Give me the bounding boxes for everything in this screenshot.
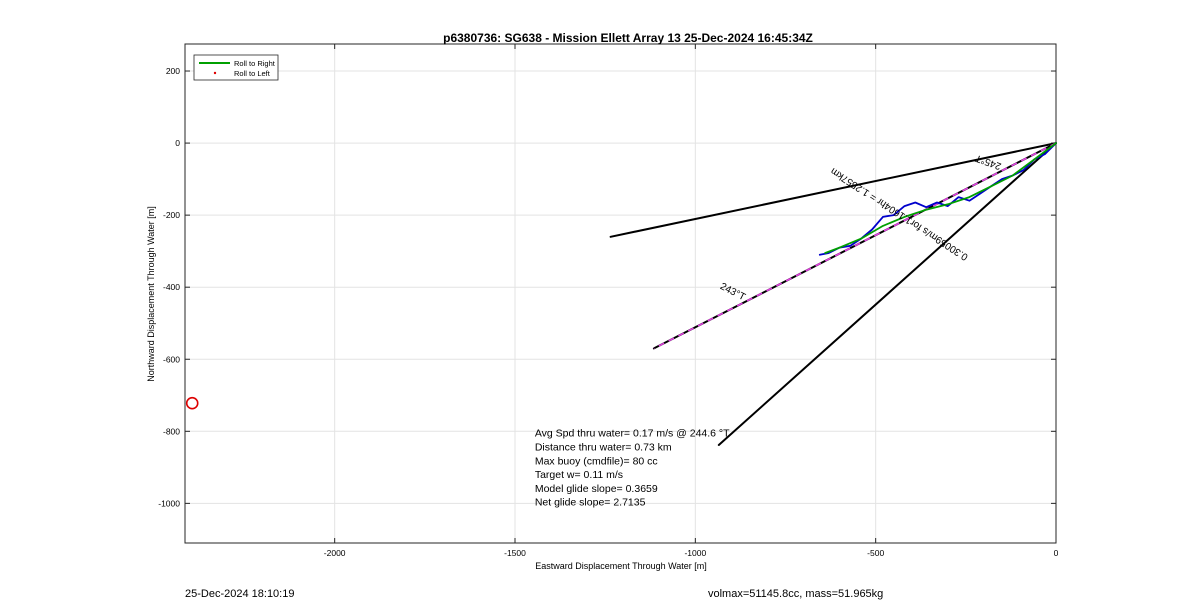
y-tick-label: 200	[166, 66, 180, 76]
y-tick-label: -1000	[158, 498, 180, 508]
legend-label-roll-left: Roll to Left	[234, 69, 271, 78]
summary-line: Avg Spd thru water= 0.17 m/s @ 244.6 °T	[535, 428, 730, 440]
legend-swatch-roll-left	[213, 71, 217, 75]
summary-line: Distance thru water= 0.73 km	[535, 442, 672, 454]
summary-line: Target w= 0.11 m/s	[535, 469, 623, 481]
x-tick-label: -1000	[684, 548, 706, 558]
series-line-heading_lower	[717, 142, 1057, 446]
chart-title: p6380736: SG638 - Mission Ellett Array 1…	[443, 31, 813, 45]
y-tick-label: -600	[163, 354, 180, 364]
y-tick-label: -800	[163, 426, 180, 436]
series-line-heading_243_dash	[653, 142, 1057, 350]
summary-layer: Avg Spd thru water= 0.17 m/s @ 244.6 °T D…	[535, 428, 730, 509]
summary-line: Max buoy (cmdfile)= 80 cc	[535, 455, 658, 467]
legend: Roll to Right Roll to Left	[193, 54, 279, 81]
series-layer	[185, 142, 1057, 446]
x-tick-label: -500	[867, 548, 884, 558]
series-line-track_green	[824, 142, 1057, 254]
position-marker	[185, 396, 199, 410]
annotation-layer: 243°T0.30059m/s for1.1604hr = 1.2557km24…	[718, 152, 1003, 303]
x-tick-label: 0	[1054, 548, 1059, 558]
tick-layer: -2000 -1500 -1000 -500 0 200 0 -200 -400 -600 -800…	[158, 44, 1059, 558]
summary-line: Model glide slope= 0.3659	[535, 483, 658, 495]
series-line-heading_upper	[609, 142, 1057, 238]
summary-line: Net glide slope= 2.7135	[535, 497, 646, 509]
x-axis-label: Eastward Displacement Through Water [m]	[535, 561, 707, 571]
y-tick-label: -400	[163, 282, 180, 292]
y-axis-label: Northward Displacement Through Water [m]	[146, 206, 156, 382]
annotation-label: 243°T	[718, 281, 747, 303]
y-tick-label: -200	[163, 210, 180, 220]
plot-area	[184, 43, 1057, 544]
y-tick-label: 0	[175, 138, 180, 148]
legend-label-roll-right: Roll to Right	[234, 59, 276, 68]
footer-vehicle-info: volmax=51145.8cc, mass=51.965kg	[708, 588, 884, 600]
footer-timestamp: 25-Dec-2024 18:10:19	[185, 588, 295, 600]
x-tick-label: -2000	[324, 548, 346, 558]
x-tick-label: -1500	[504, 548, 526, 558]
